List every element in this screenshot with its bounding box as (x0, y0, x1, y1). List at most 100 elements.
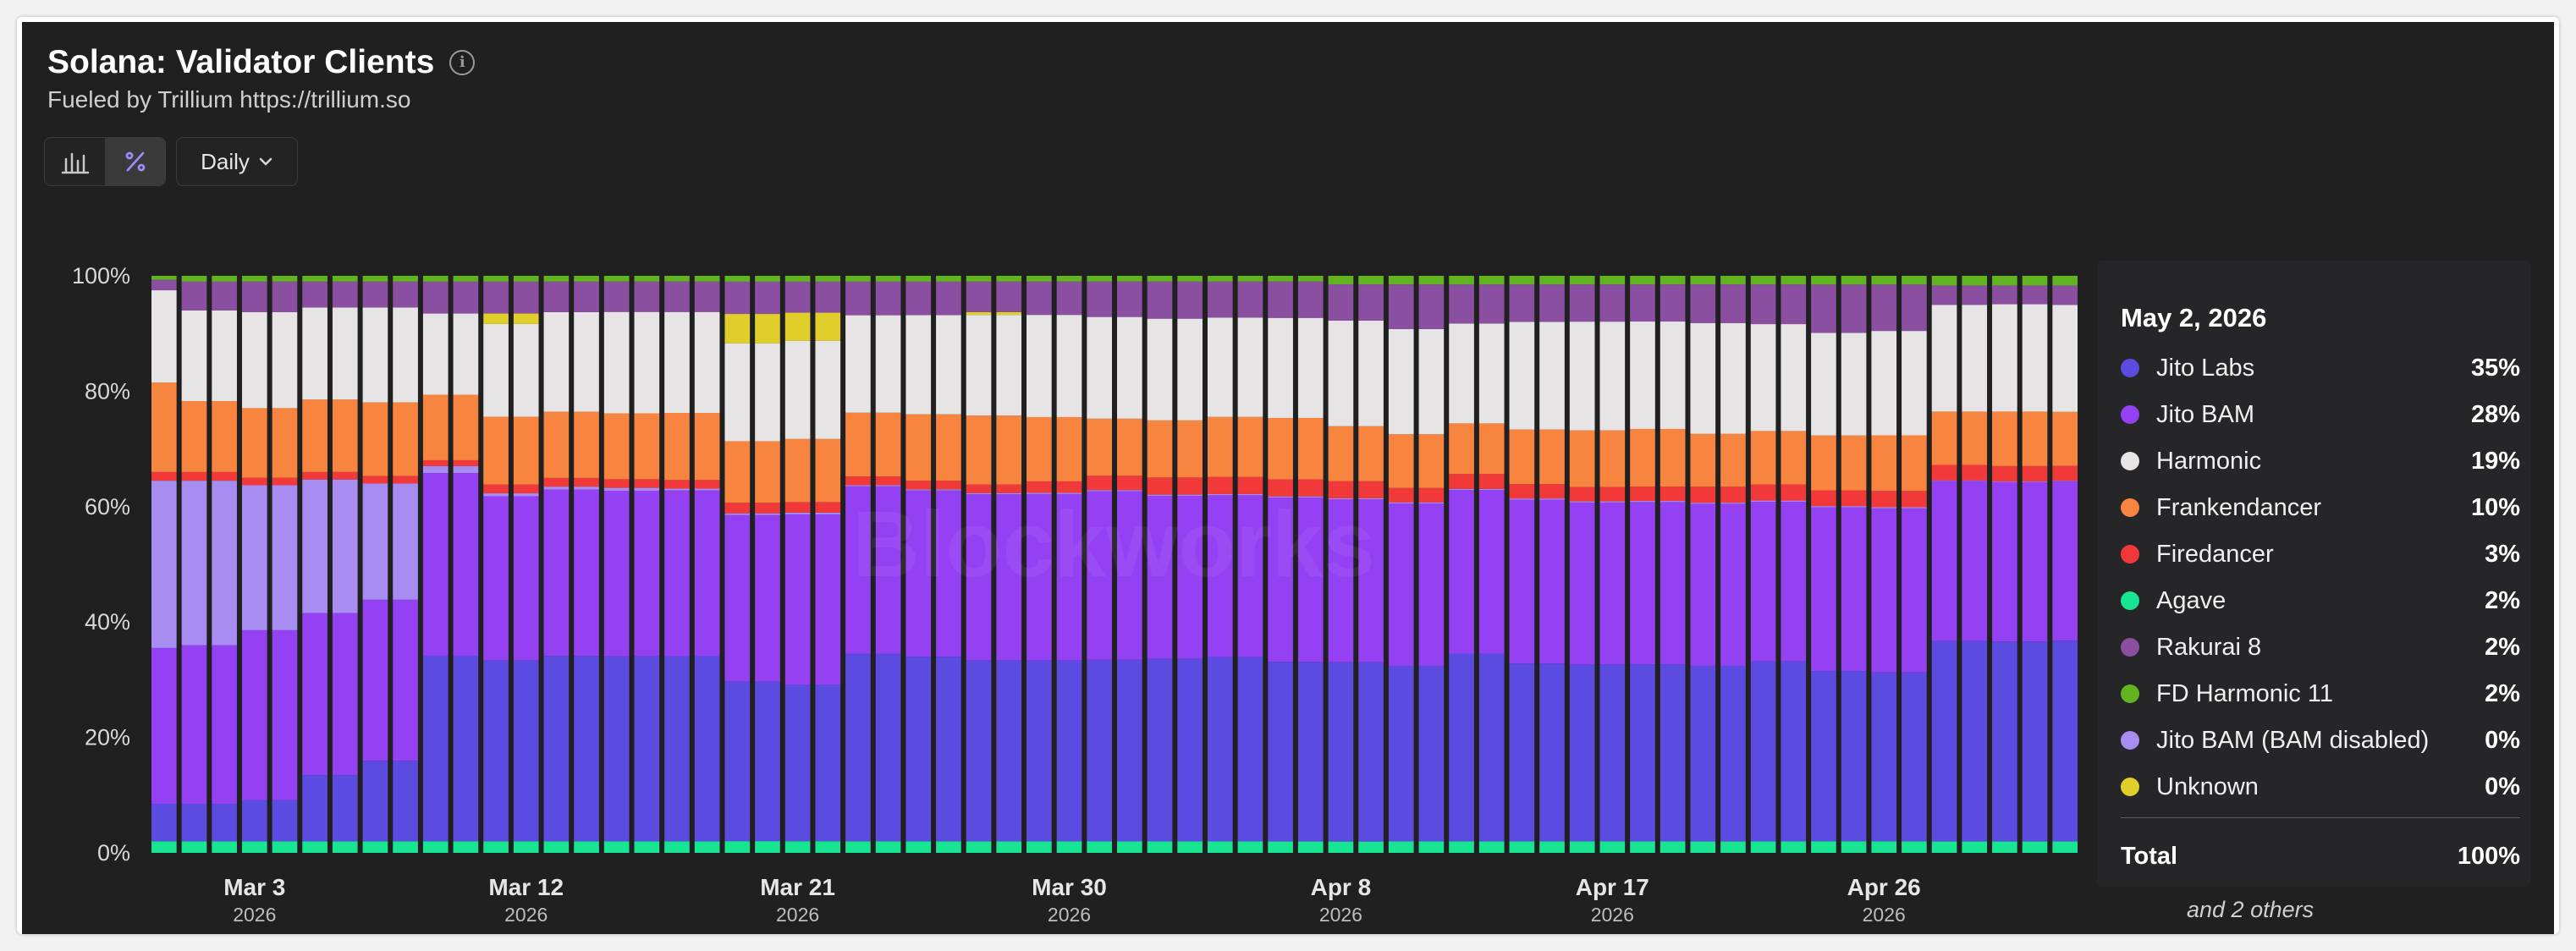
bar-segment (755, 514, 780, 682)
bar-stack[interactable] (212, 276, 237, 853)
bar-stack[interactable] (724, 276, 751, 853)
bar-stack[interactable] (845, 276, 871, 853)
interval-dropdown[interactable]: Daily (176, 137, 298, 186)
bar-stack[interactable] (815, 276, 841, 853)
bar-stack[interactable] (1328, 276, 1354, 853)
bar-stack[interactable] (1358, 276, 1384, 853)
bar-stack[interactable] (1569, 276, 1595, 853)
bar-stack[interactable] (1992, 276, 2017, 853)
bar-segment (1358, 841, 1384, 853)
bar-stack[interactable] (755, 276, 780, 853)
bar-stack[interactable] (543, 276, 570, 853)
bar-stack[interactable] (1418, 276, 1445, 853)
bar-stack[interactable] (603, 276, 630, 853)
bar-segment (1902, 284, 1927, 332)
bar-stack[interactable] (302, 276, 328, 853)
bar-stack[interactable] (996, 276, 1022, 853)
bar-segment (393, 307, 418, 403)
bar-stack[interactable] (1297, 276, 1324, 853)
bar-stack[interactable] (453, 276, 479, 853)
bar-stack[interactable] (1147, 276, 1173, 853)
bar-stack[interactable] (1388, 276, 1414, 853)
bar-segment (1841, 333, 1867, 436)
bar-segment (1720, 665, 1746, 842)
bar-stack[interactable] (1630, 276, 1655, 853)
bar-stack[interactable] (1841, 276, 1867, 853)
bar-stack[interactable] (483, 276, 509, 853)
bar-stack[interactable] (1117, 276, 1142, 853)
bar-stack[interactable] (784, 276, 811, 853)
bar-stack[interactable] (875, 276, 901, 853)
bar-stack[interactable] (393, 276, 418, 853)
bar-stack[interactable] (181, 276, 207, 853)
absolute-view-button[interactable] (45, 138, 105, 185)
bar-segment (2022, 465, 2048, 481)
bar-stack[interactable] (1660, 276, 1686, 853)
bar-stack[interactable] (936, 276, 961, 853)
bar-stack[interactable] (664, 276, 690, 853)
bar-stack[interactable] (422, 276, 449, 853)
bar-chart-icon (61, 152, 89, 174)
bar-segment (212, 645, 237, 805)
bar-stack[interactable] (1720, 276, 1746, 853)
bar-segment (1056, 315, 1082, 417)
x-tick-label: Mar 12 (488, 874, 564, 900)
bar-stack[interactable] (1207, 276, 1233, 853)
bar-segment (1781, 661, 1807, 842)
bar-stack[interactable] (1177, 276, 1203, 853)
bar-stack[interactable] (332, 276, 358, 853)
bar-stack[interactable] (1962, 276, 1988, 853)
percent-view-button[interactable] (105, 138, 165, 185)
bar-segment (241, 477, 267, 486)
bar-segment (483, 313, 509, 324)
bar-stack[interactable] (151, 276, 177, 853)
info-icon[interactable]: i (449, 50, 476, 75)
bar-segment (905, 657, 932, 842)
bar-stack[interactable] (1690, 276, 1716, 853)
bar-stack[interactable] (1056, 276, 1082, 853)
bar-segment (151, 804, 177, 842)
bar-stack[interactable] (1478, 276, 1505, 853)
bar-segment (1992, 465, 2017, 481)
bar-stack[interactable] (1902, 276, 1927, 853)
bar-stack[interactable] (1781, 276, 1807, 853)
bar-stack[interactable] (1087, 276, 1112, 853)
bar-stack[interactable] (1027, 276, 1052, 853)
tooltip-series-name: FD Harmonic 11 (2156, 679, 2333, 707)
bar-segment (875, 281, 901, 316)
bar-stack[interactable] (966, 276, 992, 853)
bar-segment (845, 315, 871, 413)
x-tick-label: Apr 26 (1847, 874, 1921, 900)
bar-stack[interactable] (1509, 276, 1535, 853)
bar-stack[interactable] (1449, 276, 1474, 853)
bar-stack[interactable] (362, 276, 388, 853)
bar-segment (302, 775, 328, 842)
bar-stack[interactable] (513, 276, 539, 853)
bar-stack[interactable] (1237, 276, 1263, 853)
bar-stack[interactable] (1871, 276, 1897, 853)
chart-card: Solana: Validator Clients i Fueled by Tr… (22, 22, 2554, 934)
tooltip-total: Total 100% (2121, 843, 2520, 871)
bar-segment (393, 476, 418, 484)
bar-stack[interactable] (1750, 276, 1776, 853)
bar-stack[interactable] (694, 276, 720, 853)
bar-stack[interactable] (1931, 276, 1957, 853)
bar-segment (1328, 426, 1354, 481)
tooltip-series-value: 0% (2485, 772, 2520, 800)
bar-segment (634, 490, 660, 657)
bar-stack[interactable] (1539, 276, 1565, 853)
bar-stack[interactable] (1268, 276, 1293, 853)
tooltip-series-value: 35% (2470, 354, 2520, 382)
bar-stack[interactable] (1599, 276, 1626, 853)
bar-stack[interactable] (1811, 276, 1836, 853)
bar-stack[interactable] (2052, 276, 2078, 853)
bar-segment (966, 484, 992, 493)
bar-stack[interactable] (2022, 276, 2048, 853)
bar-stack[interactable] (574, 276, 599, 853)
bar-stack[interactable] (272, 276, 298, 853)
bar-stack[interactable] (634, 276, 660, 853)
bar-segment (422, 276, 449, 282)
bar-segment (1750, 276, 1776, 285)
bar-stack[interactable] (905, 276, 932, 853)
bar-stack[interactable] (241, 276, 267, 853)
